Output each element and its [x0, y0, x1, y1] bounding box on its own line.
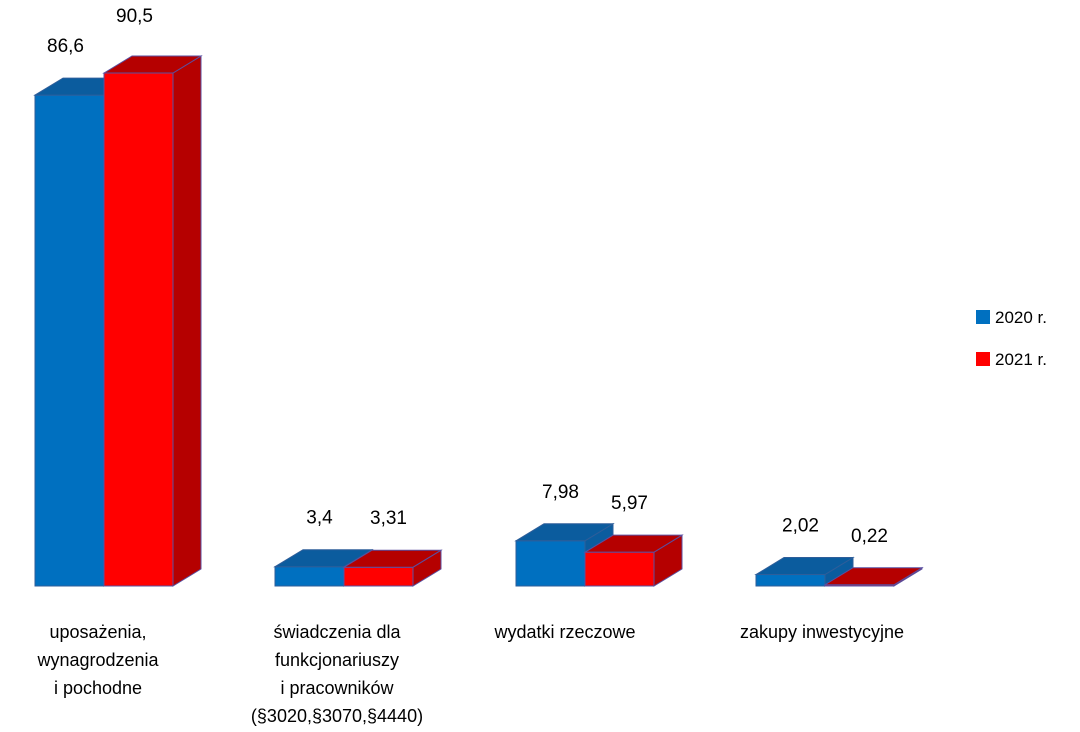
value-labels-layer: 86,6 90,5 3,4 3,31 7,98 5,97 2,02 0,22 [47, 6, 888, 547]
bar [823, 566, 924, 587]
bar [102, 55, 203, 587]
bar-front [755, 574, 826, 587]
category-label: świadczenia dla [273, 622, 401, 642]
value-label: 7,98 [542, 482, 579, 503]
bar-front [584, 551, 655, 587]
bar-front [515, 540, 586, 587]
category-label: i pracowników [280, 678, 394, 698]
legend-swatch [976, 310, 990, 324]
category-label: uposażenia, [49, 622, 146, 642]
bar-front [343, 566, 414, 587]
bar-top [273, 549, 374, 568]
bar-front [34, 94, 105, 587]
bar-side [172, 55, 202, 587]
bar-top [754, 557, 855, 576]
legend-label: 2020 r. [995, 308, 1047, 327]
bar-front [274, 566, 345, 587]
legend-swatch [976, 352, 990, 366]
category-label: wydatki rzeczowe [493, 622, 635, 642]
value-label: 86,6 [47, 36, 84, 57]
legend-label: 2021 r. [995, 350, 1047, 369]
value-label: 5,97 [611, 493, 648, 514]
value-label: 3,4 [306, 508, 333, 529]
category-label: wynagrodzenia [36, 650, 159, 670]
bar-top [514, 523, 615, 542]
value-label: 0,22 [851, 526, 888, 547]
bar-top [583, 534, 684, 553]
bar-top [823, 567, 924, 586]
value-label: 90,5 [116, 6, 153, 27]
category-label: (§3020,§3070,§4440) [251, 706, 423, 726]
bars-layer [33, 55, 924, 587]
category-label: i pochodne [54, 678, 142, 698]
category-label: funkcjonariuszy [275, 650, 399, 670]
bar-front [103, 72, 174, 587]
value-label: 2,02 [782, 516, 819, 537]
bar-top [342, 549, 443, 568]
category-labels-layer: uposażenia, wynagrodzenia i pochodne świadc… [36, 622, 904, 726]
bar [583, 534, 684, 587]
bar [754, 556, 855, 587]
value-label: 3,31 [370, 508, 407, 529]
legend: 2020 r. 2021 r. [976, 308, 1047, 369]
bar [342, 549, 443, 587]
bar-top [102, 55, 203, 74]
category-label: zakupy inwestycyjne [740, 622, 904, 642]
